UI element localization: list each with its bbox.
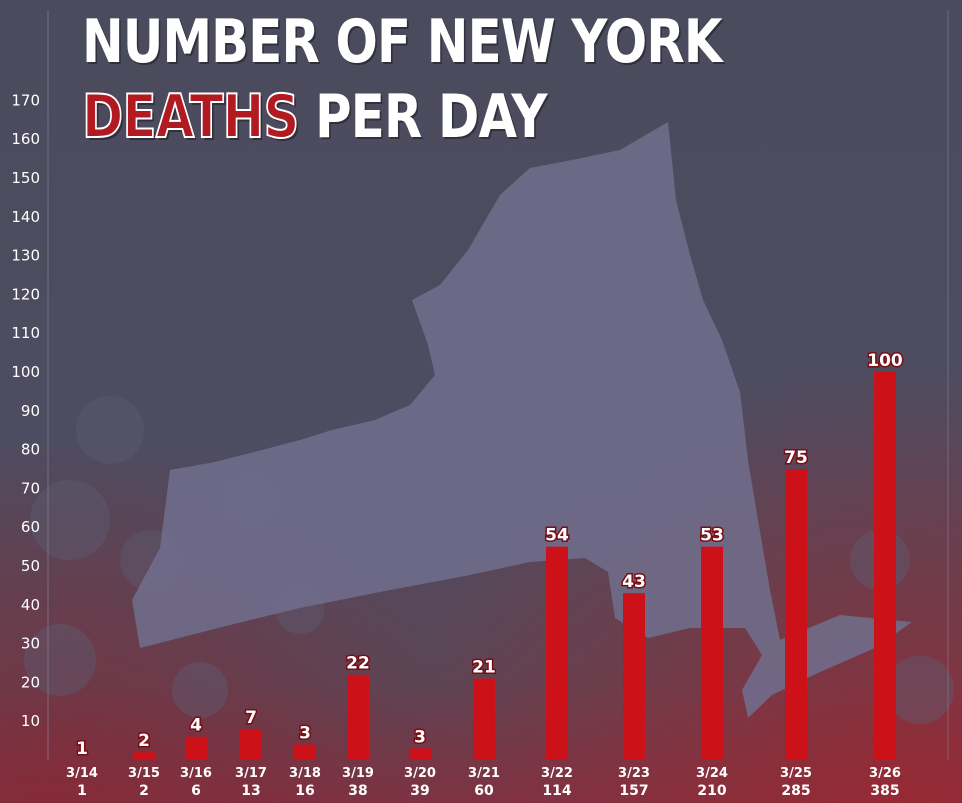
x-date-label: 3/22 [541, 766, 573, 781]
x-date-label: 3/16 [180, 766, 212, 781]
bar [623, 593, 645, 760]
y-tick-label: 20 [21, 673, 40, 691]
bar-value-label: 3 [414, 727, 426, 747]
x-date-label: 3/21 [468, 766, 500, 781]
bar-value-label: 2 [138, 731, 150, 751]
bar [347, 674, 369, 760]
x-cumulative-label: 2 [139, 783, 149, 799]
y-tick-label: 90 [21, 402, 40, 420]
bar-value-label: 54 [545, 526, 569, 546]
x-cumulative-label: 60 [474, 783, 494, 799]
y-tick-label: 80 [21, 441, 40, 459]
bar-value-label: 4 [190, 716, 202, 736]
bar [701, 546, 723, 760]
y-tick-label: 160 [11, 130, 40, 148]
x-date-label: 3/14 [66, 766, 98, 781]
x-date-label: 3/24 [696, 766, 728, 781]
x-cumulative-label: 38 [348, 783, 367, 799]
y-axis-ticks: 10 20 30 40 50 60 70 80 90 100 110 120 130 140 150 160 1… [11, 91, 40, 730]
bar [874, 372, 896, 760]
value-labels: 1 2 4 7 3 22 3 21 54 43 53 75 100 [75, 350, 905, 761]
y-tick-label: 140 [11, 208, 40, 226]
y-tick-label: 100 [11, 363, 40, 381]
bar-value-label: 43 [622, 572, 646, 592]
bar-value-label: 1 [76, 739, 88, 759]
y-tick-label: 40 [21, 596, 40, 614]
x-date-label: 3/23 [618, 766, 650, 781]
x-cumulative-label: 285 [781, 783, 810, 799]
chart-title-rest: PER DAY [315, 82, 547, 152]
bar [473, 678, 495, 760]
bar-value-label: 3 [299, 723, 311, 743]
bar-value-label: 75 [784, 448, 808, 468]
bar [409, 748, 431, 760]
bar-value-label: 7 [245, 708, 257, 728]
bar-value-label: 22 [346, 654, 370, 674]
x-cumulative-label: 114 [542, 783, 571, 799]
x-cumulative-label: 6 [191, 783, 201, 799]
bar [294, 744, 316, 760]
x-date-label: 3/26 [869, 766, 901, 781]
y-tick-label: 50 [21, 557, 40, 575]
x-date-label: 3/25 [780, 766, 812, 781]
x-date-label: 3/19 [342, 766, 374, 781]
y-tick-label: 170 [11, 91, 40, 109]
y-tick-label: 120 [11, 285, 40, 303]
chart-title-line1: NUMBER OF NEW YORK [82, 7, 722, 77]
x-date-label: 3/18 [289, 766, 321, 781]
y-tick-label: 150 [11, 169, 40, 187]
y-tick-label: 10 [21, 712, 40, 730]
x-cumulative-label: 39 [410, 783, 429, 799]
x-cumulative-label: 210 [697, 783, 726, 799]
y-tick-label: 60 [21, 518, 40, 536]
bar [133, 752, 155, 760]
bar-value-label: 21 [472, 658, 496, 678]
x-cumulative-label: 1 [77, 783, 87, 799]
bar-value-label: 53 [700, 526, 724, 546]
bar [785, 469, 807, 760]
x-cumulative-label: 157 [619, 783, 648, 799]
bar [240, 728, 262, 760]
bar [185, 736, 207, 760]
x-cumulative-label: 385 [870, 783, 899, 799]
y-tick-label: 130 [11, 247, 40, 265]
y-tick-label: 30 [21, 635, 40, 653]
x-date-label: 3/15 [128, 766, 160, 781]
chart-title-line2: DEATHS PER DAY [81, 86, 547, 148]
x-date-label: 3/20 [404, 766, 436, 781]
chart-title-highlight: DEATHS [81, 82, 300, 152]
y-tick-label: 110 [11, 324, 40, 342]
x-cumulative-label: 13 [241, 783, 260, 799]
x-cumulative-label: 16 [295, 783, 314, 799]
bar [546, 546, 568, 760]
y-tick-label: 70 [21, 479, 40, 497]
x-date-label: 3/17 [235, 766, 267, 781]
bar-value-label: 100 [867, 351, 903, 371]
x-axis-labels: 3/14 1 3/15 2 3/16 6 3/17 13 3/18 16 3/19 38 3/20 39 3… [66, 766, 901, 799]
bar-series [133, 372, 896, 760]
